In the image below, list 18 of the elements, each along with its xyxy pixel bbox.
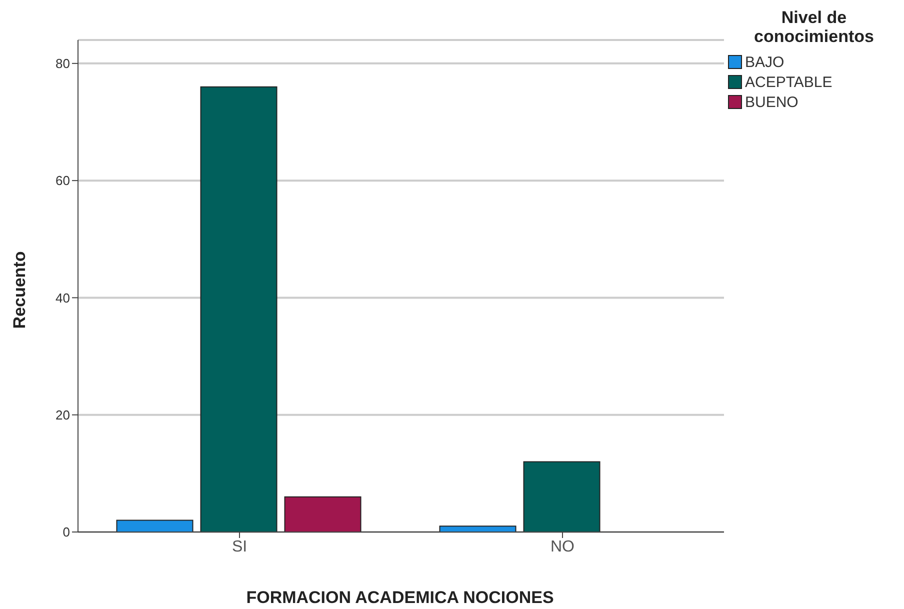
y-tick-label: 40	[56, 290, 70, 306]
y-tick-label: 20	[56, 407, 70, 422]
x-axis-title: FORMACION ACADEMICA NOCIONES	[246, 588, 554, 608]
y-tick-label: 80	[56, 56, 70, 72]
legend-label: BAJO	[744, 52, 786, 72]
x-tick-label: NO	[550, 538, 574, 556]
bar	[116, 520, 194, 532]
x-tick-label: SI	[232, 538, 248, 556]
bar	[200, 86, 278, 532]
y-tick-label: 0	[62, 524, 70, 540]
legend-title: Nivel de conocimientos	[753, 8, 875, 46]
y-tick-label: 60	[56, 173, 70, 188]
y-axis-title: Recuento	[10, 251, 30, 329]
bar	[439, 526, 516, 532]
legend-label: BUENO	[744, 92, 800, 112]
bar	[284, 496, 362, 532]
legend-label: ACEPTABLE	[744, 72, 834, 92]
bar	[523, 461, 600, 532]
